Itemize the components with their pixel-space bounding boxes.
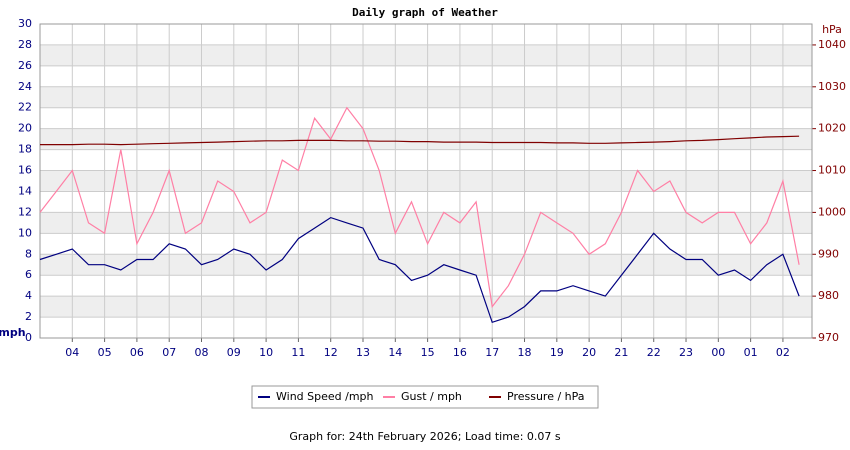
plot-frame — [39, 23, 813, 339]
chart-title: Daily graph of Weather — [352, 6, 498, 19]
x-tick-label: 16 — [453, 346, 467, 359]
x-tick-label: 06 — [130, 346, 144, 359]
legend-label: Pressure / hPa — [507, 390, 585, 403]
y-tick-label: 20 — [18, 122, 32, 135]
y2-axis-label: hPa — [822, 23, 842, 36]
series-line — [39, 216, 800, 324]
y2-tick-label: 1040 — [818, 38, 846, 51]
x-tick-label: 09 — [227, 346, 241, 359]
grid-band — [40, 296, 812, 318]
y-tick-label: 12 — [18, 205, 32, 218]
y-tick-label: 0 — [25, 331, 32, 344]
x-tick-label: 08 — [195, 346, 209, 359]
y-tick-label: 6 — [25, 268, 32, 281]
x-tick-label: 12 — [324, 346, 338, 359]
y-tick-label: 22 — [18, 101, 32, 114]
x-tick-label: 00 — [711, 346, 725, 359]
grid-band — [40, 86, 812, 108]
x-tick-label: 07 — [162, 346, 176, 359]
x-tick-label: 15 — [421, 346, 435, 359]
y2-tick-label: 1010 — [818, 164, 846, 177]
legend-label: Gust / mph — [401, 390, 462, 403]
x-tick-label: 13 — [356, 346, 370, 359]
y2-tick-label: 970 — [818, 331, 839, 344]
x-tick-label: 23 — [679, 346, 693, 359]
y-tick-label: 28 — [18, 38, 32, 51]
x-tick-label: 05 — [98, 346, 112, 359]
x-tick-label: 21 — [614, 346, 628, 359]
y-tick-label: 24 — [18, 80, 32, 93]
x-tick-label: 11 — [291, 346, 305, 359]
y2-tick-label: 1000 — [818, 205, 846, 218]
y-tick-label: 16 — [18, 164, 32, 177]
footer: Graph for: 24th February 2026; Load time… — [289, 430, 561, 443]
x-tick-label: 20 — [582, 346, 596, 359]
x-tick-label: 18 — [518, 346, 532, 359]
y-tick-label: 14 — [18, 184, 32, 197]
series-line — [39, 106, 800, 309]
x-tick-label: 19 — [550, 346, 564, 359]
series-line — [40, 135, 800, 146]
y2-tick-label: 1020 — [818, 122, 846, 135]
legend-label: Wind Speed /mph — [276, 390, 374, 403]
y2-tick-label: 980 — [818, 289, 839, 302]
grid-band — [40, 170, 812, 192]
grid-band — [40, 44, 812, 66]
x-tick-label: 01 — [744, 346, 758, 359]
x-tick-label: 22 — [647, 346, 661, 359]
x-tick-label: 02 — [776, 346, 790, 359]
y-tick-label: 2 — [25, 310, 32, 323]
y2-tick-label: 990 — [818, 247, 839, 260]
y-tick-label: 4 — [25, 289, 32, 302]
y-tick-label: 18 — [18, 143, 32, 156]
legend-box — [251, 385, 599, 409]
y-axis-label: mph — [0, 326, 26, 339]
y-tick-label: 26 — [18, 59, 32, 72]
y-tick-label: 30 — [18, 17, 32, 30]
x-tick-label: 10 — [259, 346, 273, 359]
x-tick-label: 04 — [65, 346, 79, 359]
y2-tick-label: 1030 — [818, 80, 846, 93]
grid-band — [40, 254, 812, 276]
y-tick-label: 10 — [18, 226, 32, 239]
x-tick-label: 17 — [485, 346, 499, 359]
grid-band — [40, 212, 812, 234]
y-tick-label: 8 — [25, 247, 32, 260]
x-tick-label: 14 — [388, 346, 402, 359]
grid-band — [40, 128, 812, 150]
